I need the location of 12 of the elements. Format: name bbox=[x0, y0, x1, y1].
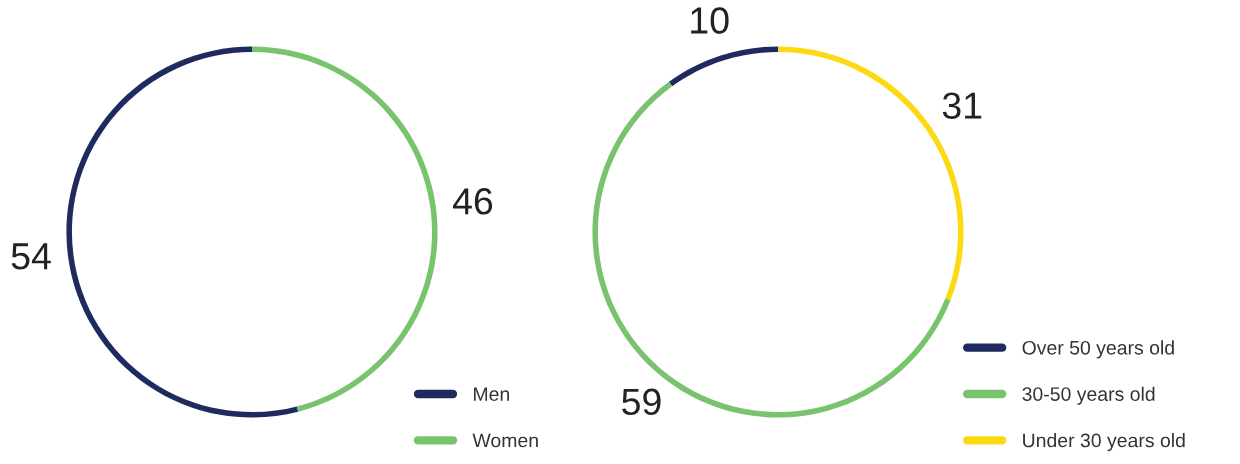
donut-slice bbox=[252, 46, 438, 412]
data-label: 10 bbox=[691, 7, 729, 34]
data-label: 46 bbox=[452, 188, 493, 215]
legend-label: Under 30 years old bbox=[1023, 433, 1185, 452]
data-label: 54 bbox=[11, 243, 51, 270]
legend-label: 30-50 years old bbox=[1022, 386, 1155, 405]
legend-label: Men bbox=[474, 387, 509, 401]
data-label: 59 bbox=[622, 388, 661, 416]
data-label: 31 bbox=[942, 92, 982, 119]
legend-label: Over 50 years old bbox=[1022, 340, 1174, 359]
legend-label: Women bbox=[472, 433, 538, 448]
donut-slice bbox=[66, 46, 299, 418]
